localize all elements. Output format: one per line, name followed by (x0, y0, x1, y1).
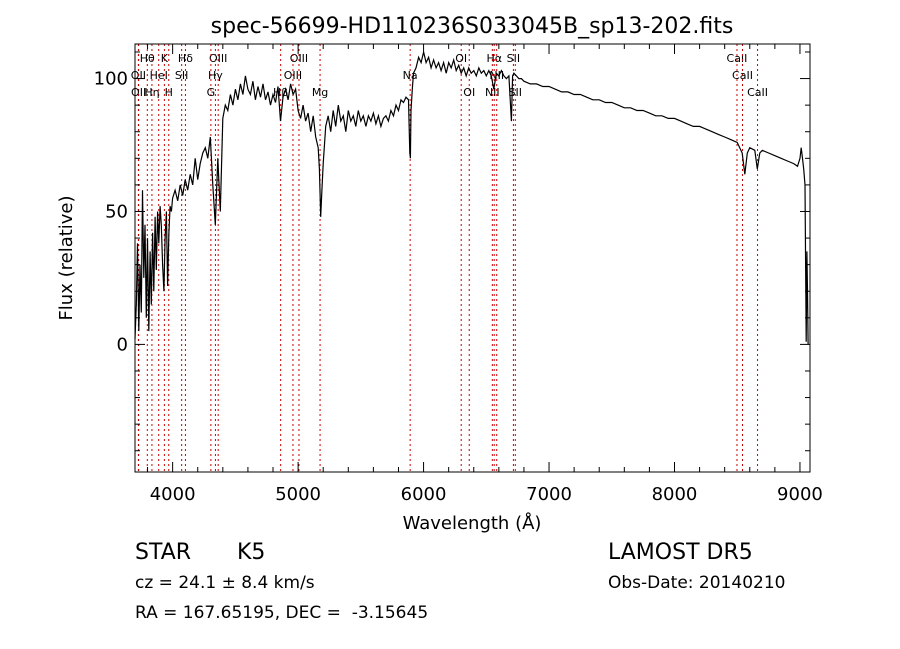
chart-title: spec-56699-HD110236S033045B_sp13-202.fit… (211, 14, 734, 39)
line-label-18: OI (463, 86, 475, 99)
line-label-25: CaII (732, 69, 753, 82)
y-tick-label-50: 50 (105, 201, 128, 222)
spectrum-series (134, 51, 809, 345)
object-subclass: K5 (237, 540, 266, 565)
line-label-20: NII (485, 86, 500, 99)
line-label-19: Hα (486, 52, 502, 65)
x-axis-label: Wavelength (Å) (403, 512, 542, 534)
line-label-0: Hθ (140, 52, 155, 65)
coordinates: RA = 167.65195, DEC = -3.15645 (135, 603, 429, 623)
line-label-8: SII (175, 69, 188, 82)
line-label-3: K (161, 52, 169, 65)
line-label-4: HeI (150, 69, 168, 82)
line-label-6: H (165, 86, 173, 99)
x-tick-label-6000: 6000 (401, 484, 447, 505)
x-tick-label-8000: 8000 (652, 484, 698, 505)
x-tick-label-5000: 5000 (275, 484, 321, 505)
line-label-9: OIII (209, 52, 227, 65)
object-class: STAR (135, 540, 192, 565)
x-tick-label-7000: 7000 (526, 484, 572, 505)
line-label-12: OIII (290, 52, 308, 65)
x-tick-label-4000: 4000 (150, 484, 196, 505)
y-tick-label-0: 0 (117, 334, 128, 355)
y-axis-label: Flux (relative) (56, 195, 77, 320)
axis-ticks: 4000 5000 6000 7000 8000 9000 0 50 100 (94, 44, 823, 505)
y-tick-label-100: 100 (94, 69, 128, 90)
line-label-16: Na (403, 69, 418, 82)
redshift-velocity: cz = 24.1 ± 8.4 km/s (135, 573, 315, 593)
line-label-11: G (207, 86, 216, 99)
line-label-13: OIII (284, 69, 302, 82)
plot-frame (134, 43, 811, 473)
observation-date: Obs-Date: 20140210 (608, 573, 786, 593)
line-label-7: Hδ (178, 52, 193, 65)
x-tick-label-9000: 9000 (777, 484, 823, 505)
line-label-17: OI (455, 52, 467, 65)
line-label-15: Mg (312, 86, 328, 99)
line-label-10: Hγ (208, 69, 223, 82)
line-label-22: SII (507, 52, 520, 65)
line-label-26: CaII (747, 86, 768, 99)
spectrum-line-0 (134, 51, 809, 345)
survey-name: LAMOST DR5 (608, 540, 753, 565)
line-label-24: CaII (727, 52, 748, 65)
line-label-5: Hη (144, 86, 159, 99)
